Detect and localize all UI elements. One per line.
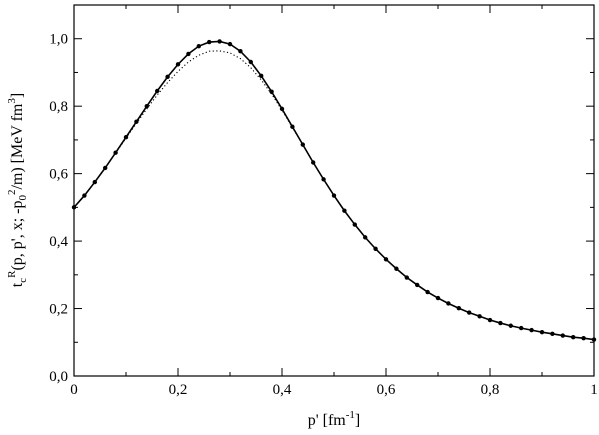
data-point	[248, 59, 253, 65]
x-tick-label: 0,4	[273, 382, 292, 398]
data-point	[175, 62, 181, 67]
x-tick-labels: 0 0,2 0,4 0,6 0,8 1	[70, 382, 598, 398]
data-point	[103, 165, 108, 171]
data-point	[227, 41, 233, 47]
series-points	[71, 39, 597, 342]
axis-ticks	[73, 4, 595, 377]
data-point	[331, 193, 337, 198]
y-tick-label: 0,8	[49, 99, 68, 115]
data-point	[477, 314, 482, 319]
data-point	[300, 142, 305, 147]
data-point	[435, 295, 441, 301]
data-point	[363, 235, 368, 240]
data-point	[539, 329, 545, 335]
data-point	[383, 257, 389, 262]
data-point	[196, 43, 201, 49]
data-point	[186, 51, 191, 57]
data-point	[92, 179, 98, 185]
data-point	[425, 289, 430, 295]
y-tick-label: 1,0	[49, 32, 68, 48]
data-point	[550, 331, 555, 337]
data-point	[487, 317, 493, 323]
y-tick-label: 0,4	[49, 234, 68, 250]
data-point	[134, 119, 139, 124]
y-tick-label: 0,2	[49, 302, 68, 318]
series-lines	[73, 40, 595, 341]
solid-series-line	[73, 40, 595, 341]
x-tick-label: 0,6	[377, 382, 396, 398]
data-point	[508, 323, 513, 328]
data-point	[217, 39, 222, 44]
data-point	[529, 327, 534, 333]
data-point	[591, 337, 597, 342]
data-point	[82, 193, 87, 198]
data-point	[394, 266, 399, 271]
data-point	[123, 135, 129, 140]
data-point	[571, 335, 576, 340]
dotted-series-line	[73, 50, 335, 208]
y-tick-labels: 0,0 0,2 0,4 0,6 0,8 1,0	[49, 32, 68, 385]
data-point	[342, 208, 347, 213]
plot-frame	[73, 4, 595, 377]
data-point	[321, 177, 326, 182]
x-tick-label: 0,2	[169, 382, 188, 398]
data-point	[144, 103, 149, 109]
data-point	[311, 160, 316, 165]
data-point	[352, 222, 357, 227]
x-axis-label: p' [fm-1]	[308, 409, 360, 429]
data-point	[581, 336, 586, 341]
data-point	[467, 310, 472, 315]
data-point	[373, 246, 378, 252]
data-point	[498, 320, 503, 326]
data-point	[279, 106, 285, 112]
x-tick-label: 0	[70, 382, 78, 398]
data-point	[519, 325, 524, 331]
y-axis-label: tcR(p, p', x; -p02/m) [MeV fm3]	[6, 93, 29, 287]
x-tick-label: 0,8	[481, 382, 500, 398]
y-tick-label: 0,0	[49, 369, 68, 385]
data-point	[446, 301, 451, 306]
data-point	[259, 73, 264, 79]
data-point	[415, 282, 420, 288]
data-point	[238, 49, 243, 54]
y-tick-label: 0,6	[49, 167, 68, 183]
data-point	[207, 39, 212, 45]
data-point	[165, 74, 170, 80]
data-point	[71, 205, 77, 210]
data-point	[269, 89, 274, 94]
data-point	[560, 333, 565, 338]
data-point	[113, 150, 118, 155]
x-tick-label: 1	[590, 382, 598, 398]
data-point	[290, 124, 295, 129]
data-point	[404, 275, 409, 280]
data-point	[456, 306, 461, 311]
data-point	[155, 88, 160, 94]
